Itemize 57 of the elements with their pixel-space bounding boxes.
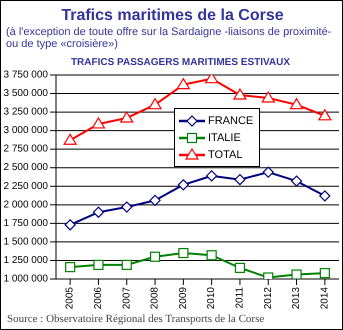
- y-tick-label: 2 500 000: [4, 162, 48, 174]
- x-tick-label: 2013: [291, 286, 302, 310]
- x-tick-label: 2008: [150, 286, 161, 310]
- y-tick-label: 3 500 000: [4, 88, 48, 100]
- point: [93, 260, 104, 270]
- point: [320, 268, 330, 278]
- x-tick-label: 2007: [121, 286, 132, 310]
- point: [150, 252, 160, 262]
- x-tick-label: 2005: [64, 286, 76, 310]
- x-tick-label: 2011: [234, 286, 246, 309]
- point: [65, 262, 76, 272]
- point: [290, 175, 302, 187]
- point: [178, 179, 189, 190]
- point: [319, 190, 330, 202]
- point: [234, 174, 246, 186]
- y-tick-label: 3 000 000: [4, 125, 48, 136]
- legend-label: FRANCE: [208, 114, 254, 126]
- point: [234, 262, 246, 273]
- y-tick-label: 2 250 000: [4, 180, 48, 192]
- y-tick-label: 2 000 000: [4, 199, 48, 210]
- x-tick-label: 2006: [92, 286, 104, 310]
- y-tick-label: 3 250 000: [4, 106, 48, 118]
- x-tick-label: 2014: [319, 286, 330, 310]
- point: [148, 98, 162, 110]
- x-tick-label: 2012: [262, 286, 274, 310]
- point: [64, 134, 77, 145]
- chart-subtitle: (à l'exception de toute offre sur la Sardaigne -liaisons de proximité- ou de type «croisière»): [6, 26, 332, 50]
- legend-label: ITALIE: [208, 132, 241, 144]
- source-note: Source : Observatoire Régional des Transports de la Corse: [7, 313, 264, 325]
- point: [291, 269, 302, 279]
- y-tick-label: 2 750 000: [4, 144, 48, 155]
- point: [92, 117, 106, 129]
- chart-title: Trafics maritimes de la Corse: [60, 7, 285, 25]
- point: [262, 91, 275, 103]
- y-tick-label: 1 750 000: [4, 218, 48, 229]
- y-tick-label: 1 250 000: [4, 254, 48, 266]
- point: [178, 248, 188, 258]
- point: [122, 260, 132, 270]
- x-tick-label: 2009: [178, 286, 189, 310]
- y-tick-label: 1 500 000: [4, 236, 48, 248]
- point: [206, 250, 217, 260]
- y-tick-label: 1 000 000: [4, 274, 48, 284]
- legend-label: TOTAL: [208, 148, 242, 160]
- text: TRAFICS PASSAGERS MARITIMES ESTIVAUX: [70, 57, 292, 68]
- point: [121, 201, 132, 213]
- point: [92, 206, 104, 218]
- point: [120, 111, 134, 123]
- point: [262, 166, 274, 178]
- y-tick-label: 3 750 000: [4, 70, 48, 80]
- point: [233, 88, 247, 100]
- point: [149, 194, 161, 206]
- point: [176, 78, 190, 90]
- point: [206, 170, 218, 182]
- x-tick-label: 2010: [206, 286, 218, 310]
- point: [290, 98, 304, 110]
- point: [64, 219, 76, 230]
- point: [318, 109, 332, 120]
